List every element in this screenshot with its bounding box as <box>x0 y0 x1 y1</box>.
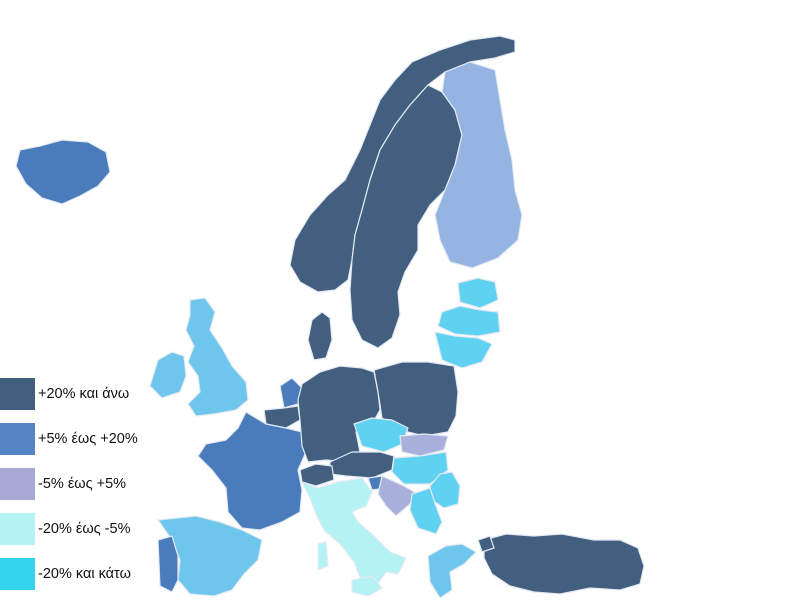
legend-label-5: -20% και κάτω <box>38 566 131 582</box>
legend-swatch-3 <box>0 468 35 500</box>
legend-swatch-2 <box>0 423 35 455</box>
country-estonia <box>457 277 499 309</box>
country-uk <box>185 297 249 417</box>
country-poland <box>373 361 459 437</box>
country-iceland <box>15 139 111 205</box>
legend-item-1: +20% και άνω <box>0 377 129 411</box>
legend-swatch-5 <box>0 558 35 590</box>
country-spain <box>157 515 263 597</box>
legend-label-4: -20% έως -5% <box>38 521 131 537</box>
legend-label-2: +5% έως +20% <box>38 431 138 447</box>
country-latvia <box>437 305 501 337</box>
legend-label-1: +20% και άνω <box>38 386 130 402</box>
country-turkey <box>483 533 645 595</box>
country-serbia <box>409 487 443 535</box>
country-croatia <box>377 475 419 517</box>
country-finland <box>434 61 523 269</box>
country-denmark <box>307 311 333 361</box>
legend-item-4: -20% έως -5% <box>0 512 130 546</box>
country-lithuania <box>434 331 493 369</box>
country-greece <box>427 543 477 599</box>
country-germany <box>297 365 381 463</box>
island-sicily <box>351 575 383 597</box>
country-portugal <box>157 535 179 593</box>
country-turkey-thrace <box>477 535 495 553</box>
legend-item-5: -20% και κάτω <box>0 557 131 591</box>
legend-swatch-4 <box>0 513 35 545</box>
country-italy <box>301 477 407 587</box>
country-ireland <box>149 351 187 399</box>
legend-swatch-1 <box>0 378 35 410</box>
legend-label-3: -5% έως +5% <box>38 476 127 492</box>
country-slovakia <box>399 433 449 457</box>
island-sardinia <box>317 541 329 571</box>
legend-item-3: -5% έως +5% <box>0 467 126 501</box>
country-france <box>197 411 307 531</box>
legend-item-2: +5% έως +20% <box>0 422 138 456</box>
